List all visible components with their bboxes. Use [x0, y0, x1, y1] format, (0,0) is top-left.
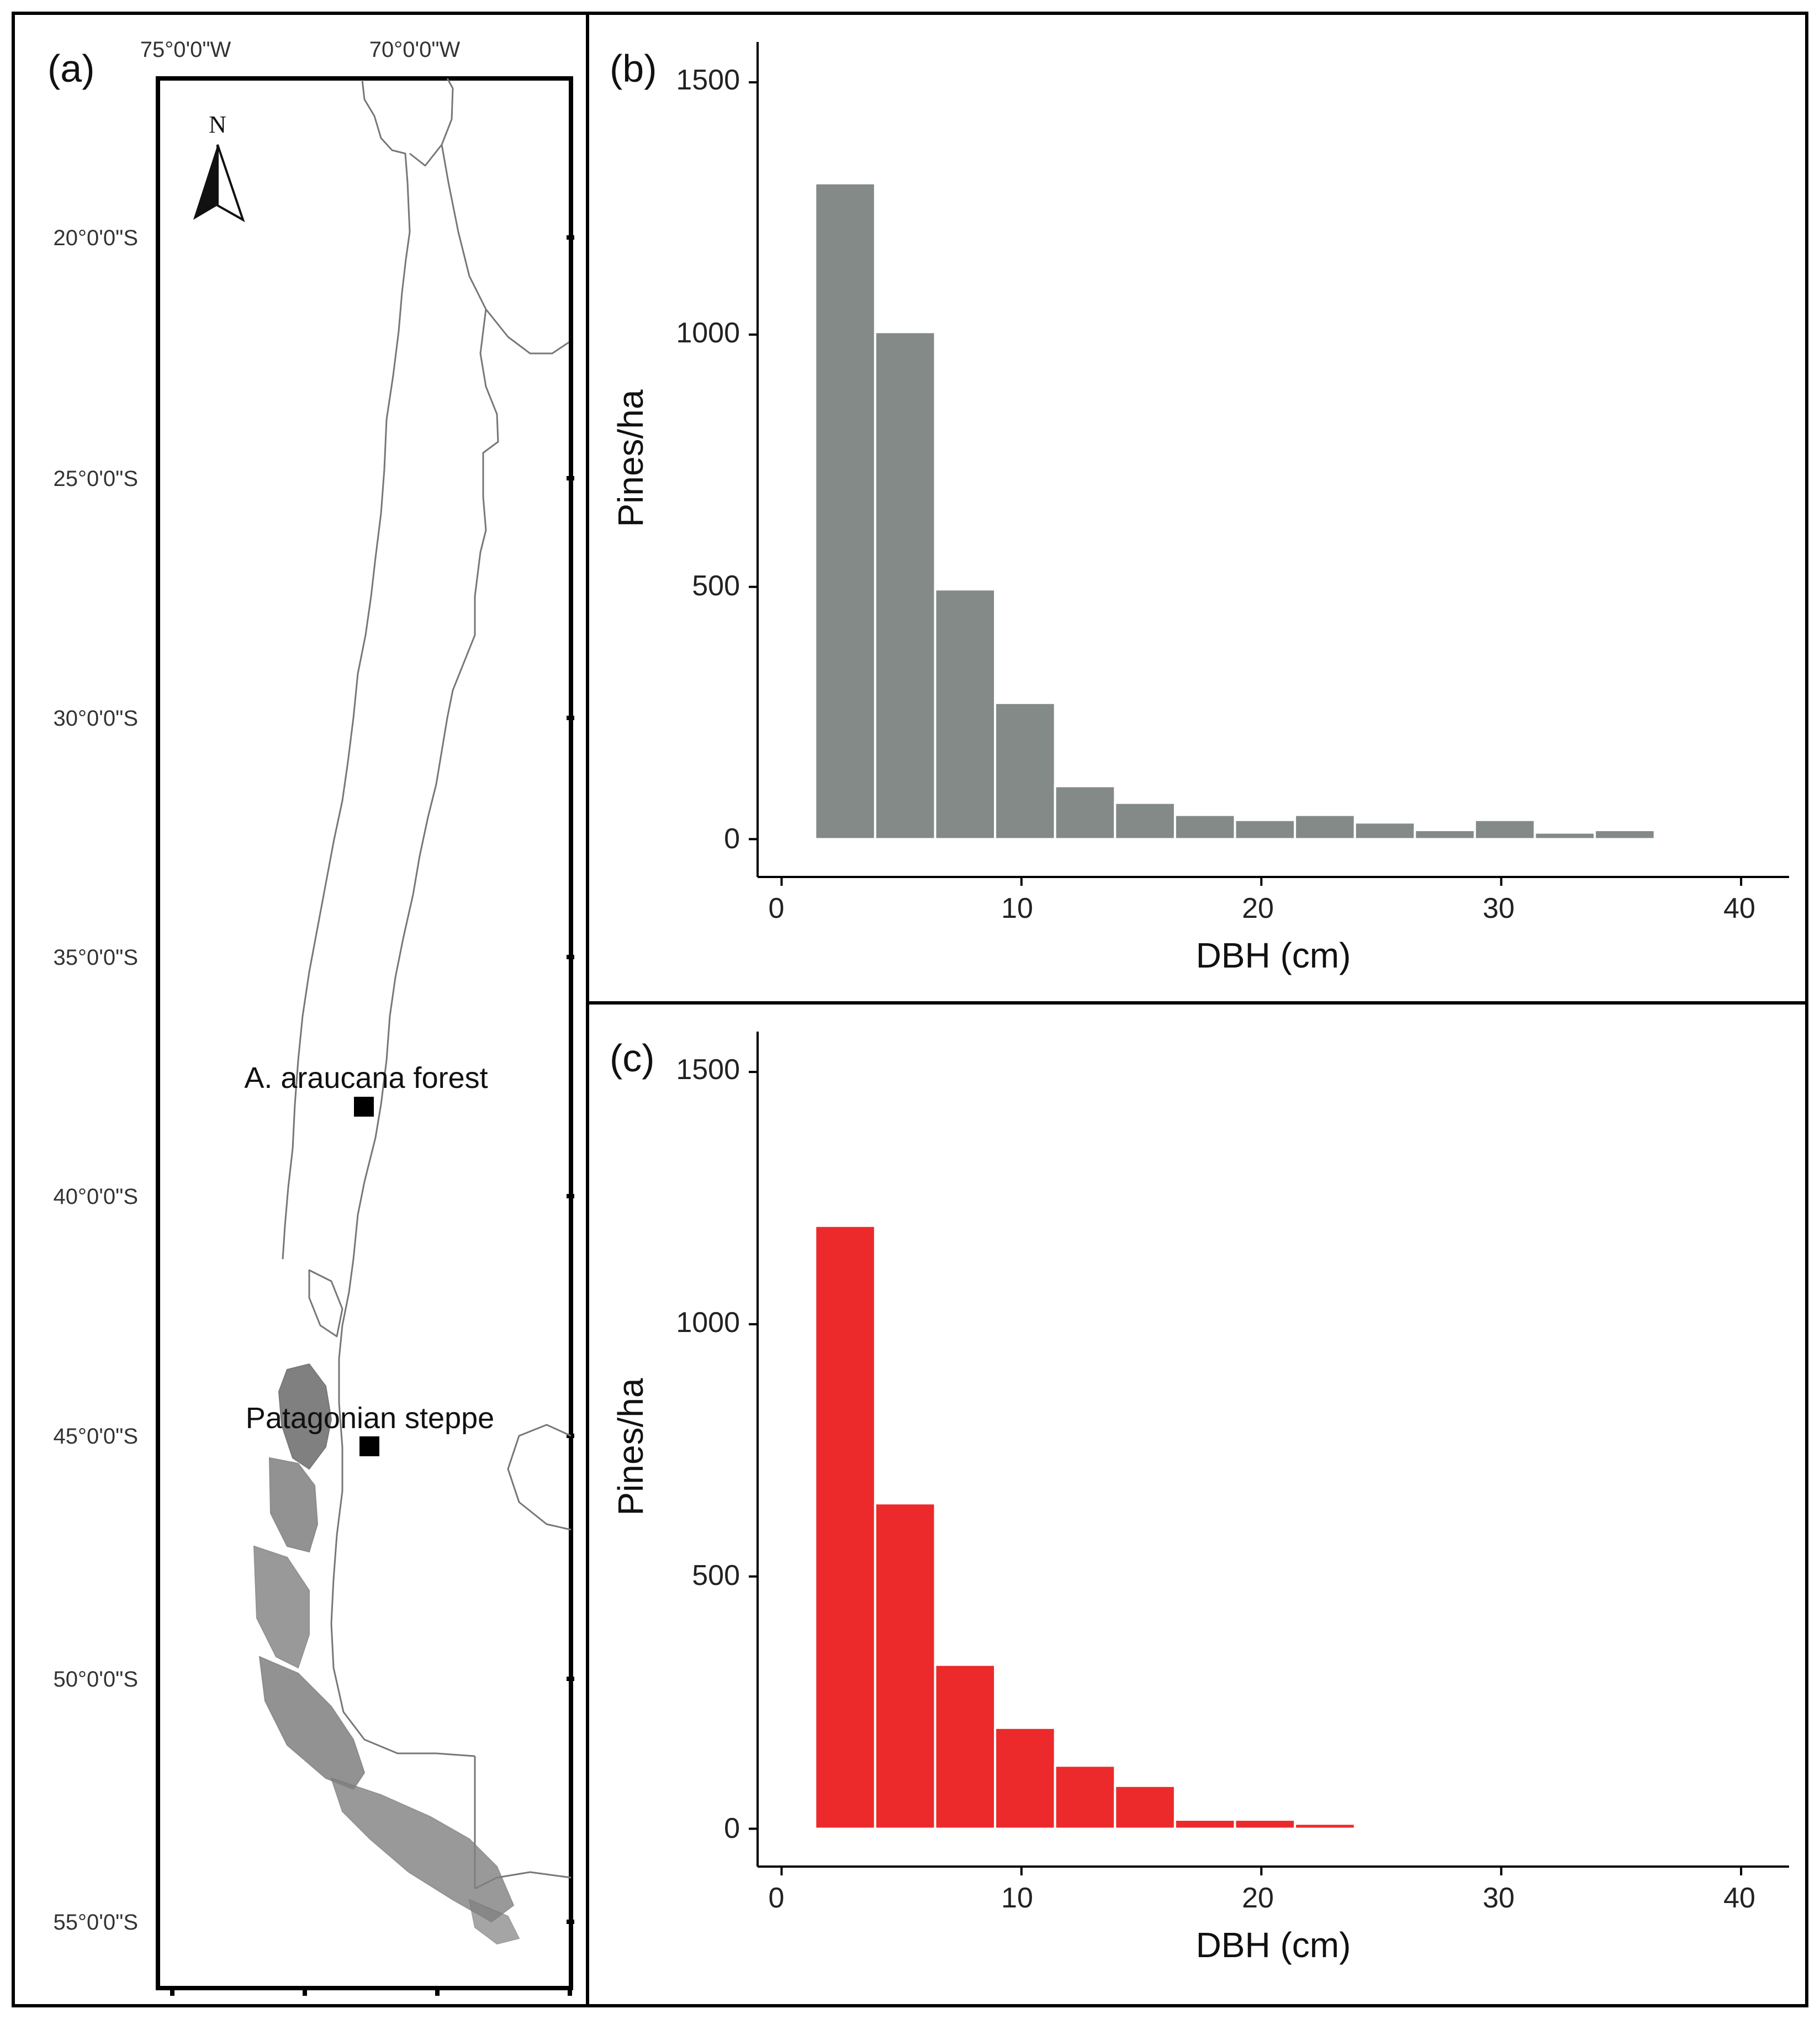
histogram-bar: [874, 1502, 937, 1830]
histogram-bar: [874, 331, 937, 841]
histogram-bar: [1294, 813, 1356, 841]
histogram-bar: [1054, 785, 1117, 841]
chart-c-ytick-label: 500: [692, 1560, 740, 1592]
map-panel: (a) 75°0'0"W 70°0'0"W 20°0'0"S 25°0'0"S …: [47, 38, 574, 1996]
chart-c-x-axis-title: DBH (cm): [1196, 1925, 1351, 1965]
lake-outline: [308, 1269, 343, 1338]
north-label: N: [209, 111, 226, 138]
chart-b-xtick-label: 40: [1723, 892, 1755, 924]
site-label-steppe: Patagonian steppe: [246, 1402, 494, 1435]
panel-label-c: (c): [610, 1037, 655, 1080]
chart-c-xtick-label: 0: [769, 1882, 785, 1914]
north-arrow-icon: N: [193, 111, 245, 223]
chart-b-ytick-label: 1000: [676, 317, 740, 349]
histogram-bar: [1234, 818, 1297, 841]
chart-c-y-ticks: [749, 1071, 758, 1830]
chart-c-bars: [814, 1224, 1356, 1830]
chart-c-x-ticks: [780, 1867, 1743, 1875]
histogram-bar: [814, 1224, 876, 1830]
panel-label-b: (b): [610, 47, 657, 90]
histogram-bar: [1353, 821, 1416, 841]
chart-b-y-ticks: [749, 81, 758, 841]
chart-b-y-axis-title: Pines/ha: [611, 389, 650, 527]
chart-b-x-ticks: [780, 877, 1743, 886]
site-marker-araucana: [354, 1097, 374, 1117]
histogram-panel-b: (b) 0 10 20 30 40 0 500 1000 1500 DBH (c…: [610, 42, 1789, 975]
lat-tick-label-45s: 45°0'0"S: [54, 1424, 139, 1449]
histogram-bar: [1054, 1764, 1117, 1830]
chart-c-y-axis-title: Pines/ha: [611, 1378, 650, 1515]
lat-tick-label-35s: 35°0'0"S: [54, 945, 139, 970]
histogram-panel-c: (c) 0 10 20 30 40 0 500 1000 1500 DBH (c…: [610, 1032, 1789, 1965]
histogram-bar: [994, 701, 1056, 841]
chart-b-ytick-label: 500: [692, 570, 740, 602]
chart-b-bars: [814, 182, 1656, 841]
argentina-patagonia-outline: [507, 1424, 572, 1531]
histogram-bar: [1114, 801, 1176, 841]
map-panel-label: (a): [47, 47, 95, 90]
site-label-araucana: A. araucana forest: [244, 1061, 488, 1095]
lat-tick-label-20s: 20°0'0"S: [54, 226, 139, 250]
histogram-bar: [814, 182, 876, 841]
histogram-bar: [994, 1726, 1056, 1830]
chile-andes-border: [330, 78, 569, 1757]
chart-b-x-axis-title: DBH (cm): [1196, 935, 1351, 975]
histogram-bar: [1173, 813, 1236, 841]
lat-tick-label-25s: 25°0'0"S: [54, 467, 139, 491]
lat-tick-label-50s: 50°0'0"S: [54, 1667, 139, 1692]
chart-b-ytick-label: 0: [724, 823, 740, 855]
lat-tick-label-30s: 30°0'0"S: [54, 706, 139, 731]
histogram-bar: [1473, 818, 1536, 841]
histogram-bar: [1234, 1819, 1297, 1830]
chart-b-xtick-label: 30: [1483, 892, 1515, 924]
lon-tick-label-75w: 75°0'0"W: [140, 38, 231, 62]
chart-c-ytick-label: 0: [724, 1812, 740, 1844]
chart-c-ytick-label: 1500: [676, 1054, 740, 1086]
chart-b-ytick-label: 1500: [676, 64, 740, 96]
chart-b-xtick-label: 0: [769, 892, 785, 924]
chart-c-xtick-label: 30: [1483, 1882, 1515, 1914]
chile-coastline: [282, 80, 411, 1260]
map-frame: [156, 76, 573, 1990]
southern-archipelago: [253, 1363, 520, 1945]
histogram-bar: [1173, 1819, 1236, 1830]
chart-c-ytick-label: 1000: [676, 1307, 740, 1339]
lat-tick-label-40s: 40°0'0"S: [54, 1185, 139, 1209]
histogram-bar: [934, 588, 997, 841]
histogram-bar: [1594, 829, 1656, 841]
chart-c-xtick-label: 20: [1242, 1882, 1274, 1914]
chart-b-xtick-label: 20: [1242, 892, 1274, 924]
histogram-bar: [1533, 831, 1596, 841]
chart-c-xtick-label: 10: [1001, 1882, 1033, 1914]
chart-b-xtick-label: 10: [1001, 892, 1033, 924]
chart-c-xtick-label: 40: [1723, 1882, 1755, 1914]
histogram-bar: [1294, 1822, 1356, 1830]
histogram-bar: [1114, 1784, 1176, 1830]
histogram-bar: [1414, 829, 1476, 841]
lat-tick-label-55s: 55°0'0"S: [54, 1910, 139, 1935]
lon-tick-label-70w: 70°0'0"W: [369, 38, 461, 62]
country-outlines: [282, 78, 572, 1890]
site-marker-steppe: [359, 1436, 379, 1456]
histogram-bar: [934, 1663, 997, 1830]
